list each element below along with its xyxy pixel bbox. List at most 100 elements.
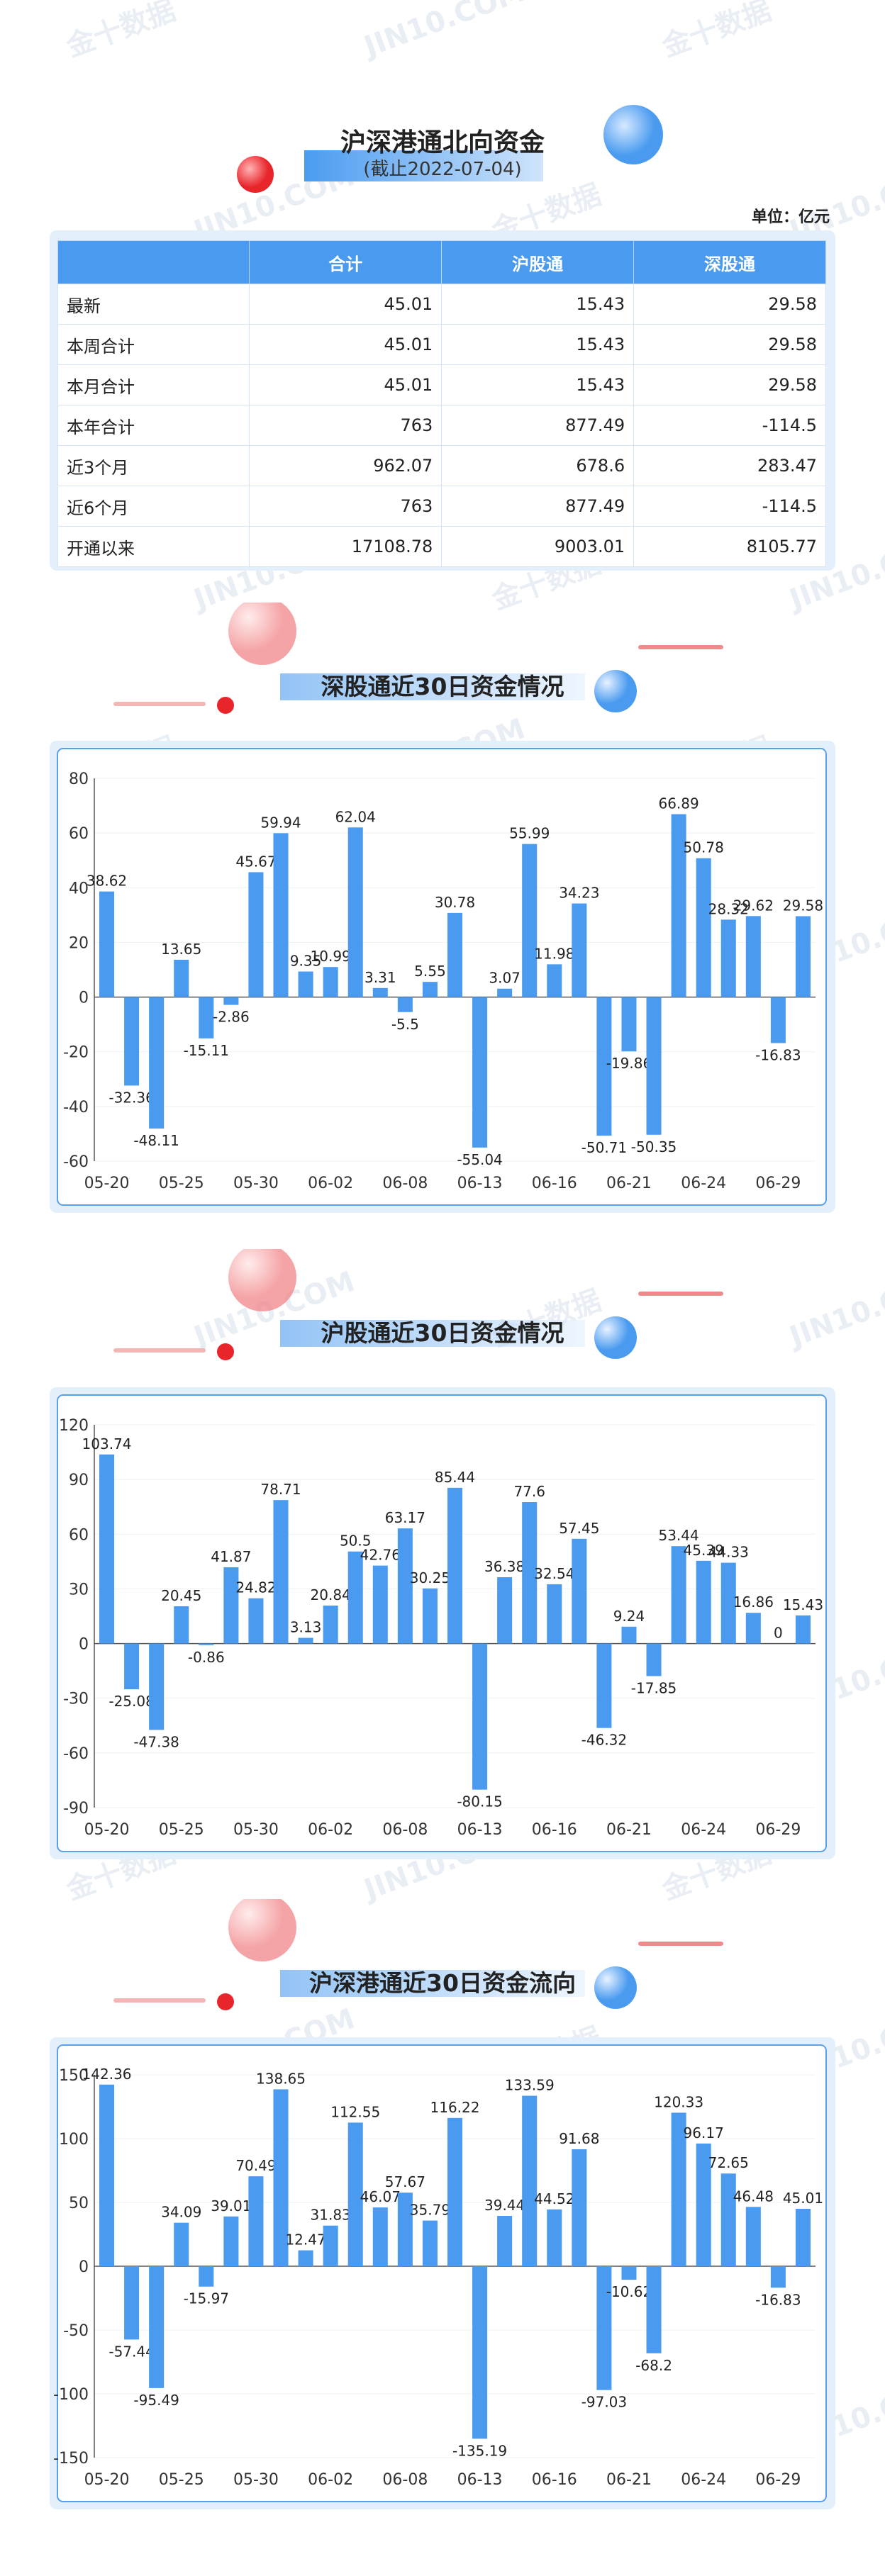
bar [273,833,289,997]
value-label: -47.38 [133,1733,179,1750]
value-label: 9.24 [613,1608,645,1625]
value-label: -95.49 [133,2392,179,2409]
bar [795,916,811,997]
y-tick-label: 50 [69,2195,89,2212]
bar [795,1615,811,1644]
value-label: 30.25 [410,1569,450,1586]
x-tick-label: 06-08 [382,2471,428,2489]
value-label: -135.19 [452,2442,507,2459]
value-label: -2.86 [213,1009,250,1026]
bar [199,1643,214,1645]
table-cell: 962.07 [249,445,442,486]
y-tick-label: 0 [79,1636,89,1654]
decor-line [113,1348,206,1353]
bar [596,1643,612,1728]
bar [646,2266,662,2353]
chart-frame [57,2044,827,2502]
y-tick-label: 30 [69,1581,89,1598]
table-cell: 15.43 [441,284,635,325]
value-label: -10.62 [606,2283,652,2300]
x-tick-label: 06-24 [681,1821,726,1839]
bar [174,1606,189,1644]
bar [547,1584,562,1644]
row-label: 近3个月 [57,445,250,486]
x-tick-label: 05-25 [159,1175,204,1192]
value-label: 77.6 [513,1483,545,1500]
value-label: 3.13 [290,1619,322,1636]
value-label: -80.15 [457,1793,502,1810]
row-label: 近6个月 [57,486,250,527]
value-label: 59.94 [260,814,301,831]
value-label: 46.07 [360,2188,401,2205]
value-label: 44.33 [708,1544,749,1561]
bar [372,2207,388,2266]
value-label: -68.2 [635,2357,672,2374]
bar [447,1487,463,1644]
bar [248,2176,264,2266]
bar [124,1643,140,1690]
x-tick-label: 06-29 [755,1821,801,1839]
decor-circle [237,156,274,193]
title-band [280,1970,585,1997]
value-label: -32.36 [108,1089,154,1106]
value-label: 55.99 [509,825,550,842]
bar [522,1502,538,1644]
bar [547,964,562,997]
decor-circle [217,1343,234,1360]
column-header: 深股通 [633,240,826,284]
value-label: -55.04 [457,1151,502,1168]
bar [199,997,214,1038]
bar [522,2095,538,2266]
value-label: 53.44 [658,1527,698,1544]
y-tick-label: 80 [69,771,89,788]
table-row: 本周合计 45.01 15.43 29.58 [57,324,826,365]
value-label: -97.03 [581,2394,627,2411]
value-label: 32.54 [534,1565,574,1582]
value-label: 11.98 [534,945,574,962]
bar [696,1560,711,1644]
y-tick-label: 20 [69,934,89,952]
value-label: 5.55 [414,963,446,980]
bar [497,1577,513,1644]
table-cell: 29.58 [633,324,826,365]
y-tick-label: -150 [53,2450,89,2468]
table-cell: -114.5 [633,405,826,446]
value-label: 116.22 [430,2099,480,2116]
value-label: 35.79 [410,2202,450,2219]
value-label: 78.71 [260,1481,301,1498]
bar [397,997,413,1012]
value-label: -48.11 [133,1132,179,1149]
y-tick-label: 60 [69,1526,89,1544]
bar [149,997,165,1129]
x-tick-label: 06-02 [308,2471,353,2489]
table-row: 本月合计 45.01 15.43 29.58 [57,364,826,405]
value-label: 16.86 [733,1594,774,1611]
decor-circle [594,670,637,712]
x-tick-label: 06-21 [606,1821,652,1839]
bar [621,2266,637,2280]
value-label: 91.68 [559,2130,599,2147]
bar [149,2266,165,2388]
value-label: 39.44 [484,2197,525,2214]
value-label: 0 [774,1625,783,1642]
bar [323,1605,338,1644]
title-band [280,1320,585,1347]
bar [572,1538,587,1644]
chart-frame [57,748,827,1206]
y-tick-label: 0 [79,2258,89,2276]
value-label: 3.07 [489,970,521,987]
decor-line [113,1998,206,2003]
value-label: 39.01 [211,2197,251,2214]
row-label: 本月合计 [57,364,250,405]
value-label: 63.17 [385,1509,425,1526]
value-label: -50.35 [631,1138,677,1155]
bar [720,1562,736,1644]
bar [174,959,189,997]
bar [720,2173,736,2266]
table-cell: 17108.78 [249,526,442,567]
bar [671,1546,686,1644]
y-tick-label: 150 [59,2067,89,2085]
chart-title: 沪深港通近30日资金流向 [309,1969,576,1997]
